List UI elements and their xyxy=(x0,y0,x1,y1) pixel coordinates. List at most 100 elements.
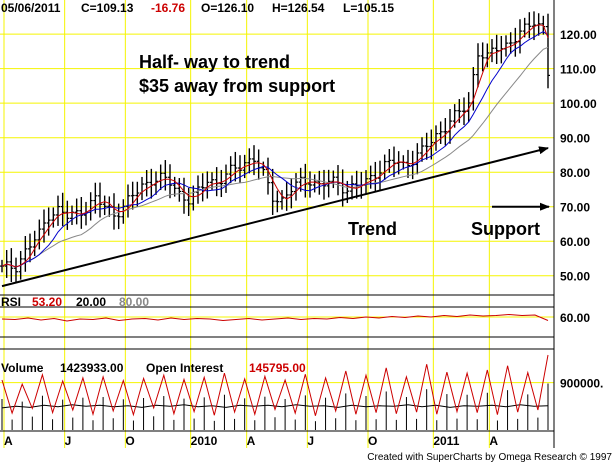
open-interest-line xyxy=(1,404,549,409)
price-grid xyxy=(0,0,554,448)
price-bar xyxy=(135,181,140,207)
price-bar xyxy=(424,132,429,160)
volume-tick-labels: 900000. xyxy=(560,377,603,391)
rsi-value: 53.20 xyxy=(32,295,62,309)
header-date: 05/06/2011 xyxy=(1,1,61,15)
price-bar xyxy=(308,171,312,198)
price-bar xyxy=(42,209,46,243)
x-tick-label: O xyxy=(368,434,377,448)
price-bar xyxy=(14,257,18,283)
price-bar xyxy=(233,151,238,182)
rsi-level-high-value: 80.00 xyxy=(119,295,149,309)
price-tick-labels: 50.00 60.00 70.00 80.00 90.00 100.00 110.00 120… xyxy=(560,28,597,284)
price-bar xyxy=(74,198,79,225)
price-tick-label: 110.00 xyxy=(560,63,596,77)
volume-tick-label: 900000. xyxy=(560,377,603,391)
price-bar xyxy=(406,149,410,178)
price-bar xyxy=(494,34,499,64)
price-bar xyxy=(46,207,51,236)
price-bar xyxy=(378,160,382,191)
price-bar xyxy=(51,207,56,228)
price-bar xyxy=(289,178,294,209)
trend-line xyxy=(1,146,549,288)
header-high: H=126.54 xyxy=(272,1,325,15)
header-close: C=109.13 xyxy=(81,1,134,15)
ma-mid-line xyxy=(1,31,549,268)
price-bar xyxy=(438,121,443,144)
rsi-level-low-value: 20.00 xyxy=(76,295,106,309)
x-tick-label: A xyxy=(489,434,498,448)
price-bar xyxy=(28,233,32,263)
price-bar xyxy=(102,195,107,216)
header-open: O=126.10 xyxy=(201,1,254,15)
x-tick-label: A xyxy=(247,434,256,448)
price-bar xyxy=(93,182,98,214)
price-bar xyxy=(196,175,200,204)
price-bar xyxy=(513,27,518,57)
annotation-support-distance: $35 away from support xyxy=(139,76,335,96)
price-bar xyxy=(172,176,177,197)
price-bar xyxy=(275,190,280,213)
volume-line xyxy=(1,354,549,417)
annotation-trend: Trend xyxy=(348,219,397,239)
price-bar xyxy=(485,43,490,68)
price-bar xyxy=(527,12,532,39)
price-bar xyxy=(247,148,252,174)
price-tick-label: 70.00 xyxy=(560,201,590,215)
price-bar xyxy=(280,190,284,210)
price-tick-label: 60.00 xyxy=(560,235,590,249)
rsi-line xyxy=(1,313,549,322)
price-bar xyxy=(368,165,373,189)
price-bar xyxy=(144,170,149,197)
price-bar xyxy=(546,13,550,89)
annotation-halfway: Half- way to trend xyxy=(139,52,290,72)
price-tick-label: 50.00 xyxy=(560,270,590,284)
price-bar xyxy=(462,97,466,126)
price-bar xyxy=(168,164,172,199)
price-bar xyxy=(32,230,37,257)
price-bar xyxy=(298,167,303,192)
price-bar xyxy=(490,39,494,63)
volume-value: 1423933.00 xyxy=(60,361,124,375)
rsi-tick-label: 60.00 xyxy=(560,311,590,325)
x-tick-label: J xyxy=(307,434,314,448)
annotation-support: Support xyxy=(471,219,540,239)
price-bar xyxy=(508,32,513,54)
price-bar xyxy=(186,187,191,217)
volume-bars xyxy=(1,383,549,430)
x-tick-label: 2010 xyxy=(191,434,218,448)
ma-fast-line xyxy=(1,24,549,268)
price-bar xyxy=(443,118,448,146)
open-interest-label: Open Interest xyxy=(146,361,223,375)
price-bar xyxy=(331,170,336,189)
x-tick-label: J xyxy=(65,434,72,448)
price-bar xyxy=(522,17,527,38)
price-bar xyxy=(98,182,102,218)
x-tick-label: O xyxy=(125,434,134,448)
volume-label: Volume xyxy=(1,361,44,375)
price-bar xyxy=(429,129,434,160)
price-tick-label: 120.00 xyxy=(560,28,597,42)
x-axis-tick-labels: A J O 2010 A J O 2011 A xyxy=(4,434,498,448)
price-bar xyxy=(224,164,228,193)
price-bar xyxy=(37,219,42,250)
price-tick-label: 100.00 xyxy=(560,97,597,111)
price-bar xyxy=(200,173,205,202)
x-tick-label: A xyxy=(4,434,13,448)
rsi-tick-labels: 60.00 xyxy=(560,311,590,325)
header-change: -16.76 xyxy=(151,1,185,15)
price-bar xyxy=(56,195,60,226)
price-bar xyxy=(177,178,182,202)
price-bar xyxy=(480,42,485,72)
price-bar xyxy=(65,200,70,230)
ma-slow-line xyxy=(1,46,549,268)
price-bar xyxy=(532,11,536,41)
x-tick-label: 2011 xyxy=(433,434,459,448)
price-bar xyxy=(219,169,224,198)
price-bar xyxy=(60,192,65,227)
price-tick-label: 90.00 xyxy=(560,132,590,146)
rsi-label: RSI xyxy=(1,295,21,309)
header-low: L=105.15 xyxy=(343,1,394,15)
price-bar xyxy=(476,43,480,88)
